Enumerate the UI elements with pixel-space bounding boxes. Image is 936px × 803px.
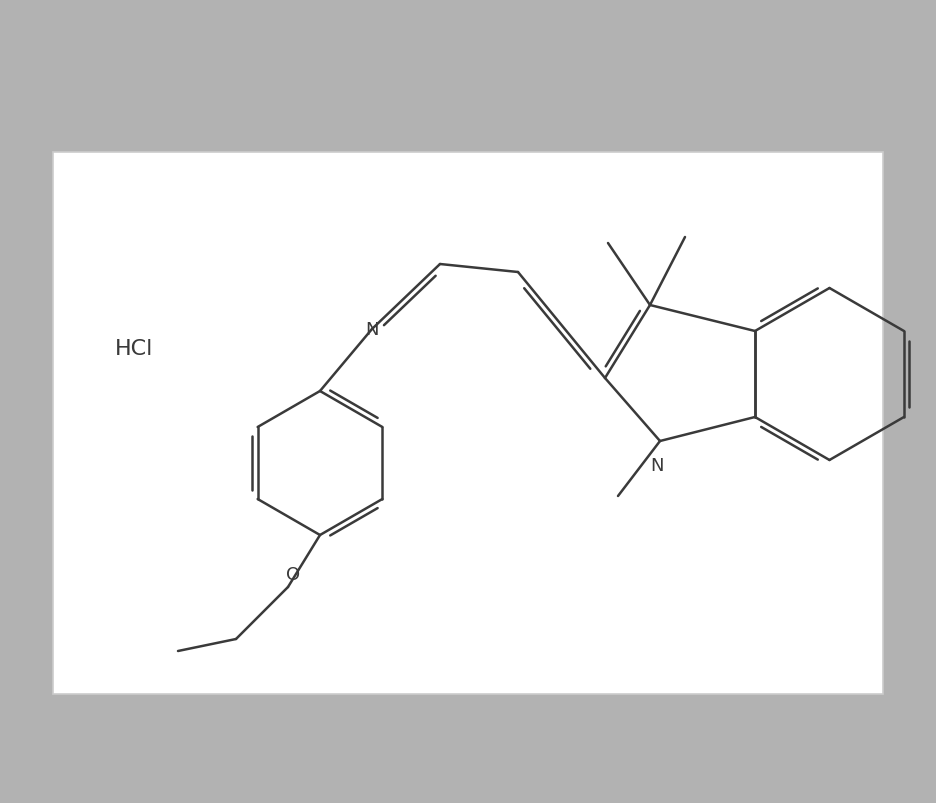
- Text: O: O: [285, 565, 300, 583]
- Text: N: N: [365, 320, 379, 339]
- Text: N: N: [651, 456, 664, 475]
- Text: HCl: HCl: [115, 339, 154, 359]
